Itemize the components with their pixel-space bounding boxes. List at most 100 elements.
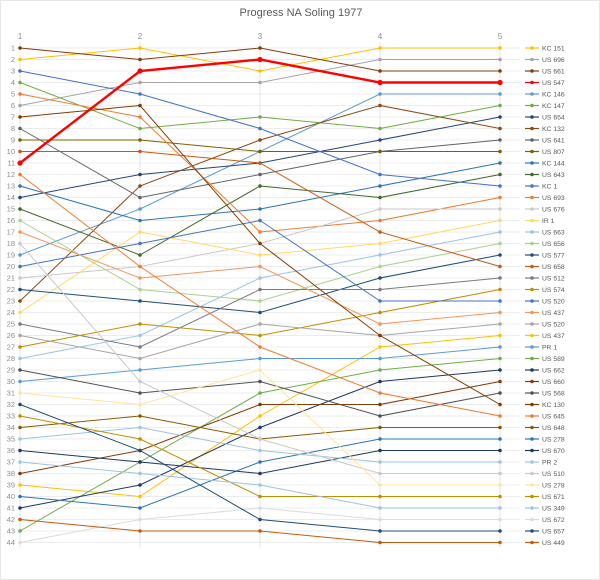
legend-label: US 574 [542,287,565,294]
series-US-807 [18,138,502,154]
series-US-657 [18,402,502,533]
data-point [138,322,142,326]
legend-label: US 671 [542,494,565,501]
legend-marker-dot [530,414,534,418]
svg-text:23: 23 [7,297,15,306]
data-point [378,356,382,361]
legend-marker-dot [530,506,534,510]
data-point [18,207,22,211]
legend-marker-dot [530,379,534,384]
svg-text:31: 31 [7,389,15,398]
data-point [138,379,142,384]
svg-text:3: 3 [258,32,263,41]
legend-label: US 658 [542,264,565,271]
data-point [378,287,382,292]
data-point [498,126,502,131]
data-point [138,276,142,280]
legend-label: US 577 [542,252,565,259]
data-point [137,68,143,74]
data-point [18,264,22,269]
legend-item: US 568 [525,390,565,397]
data-point [138,333,142,338]
data-point [18,103,22,108]
data-point [18,115,22,119]
legend-item: KC 146 [525,91,565,98]
data-point [18,333,22,338]
data-point [258,276,262,280]
data-point [18,506,22,510]
legend-label: US 278 [542,436,565,443]
data-point [258,241,262,246]
svg-text:26: 26 [7,331,15,340]
legend-item: US 278 [525,436,565,443]
legend-marker-dot [530,448,534,453]
data-point [378,437,382,441]
data-point [378,195,382,200]
legend-item: US 449 [525,540,565,547]
data-point [498,517,502,522]
svg-text:5: 5 [498,32,503,41]
data-point [138,345,142,349]
legend-marker-dot [530,138,534,142]
data-point [498,57,502,62]
data-point [18,425,22,430]
data-point [138,241,142,246]
legend-item: US 657 [525,528,565,535]
data-point [18,448,22,453]
legend-item: US 693 [525,195,565,202]
legend-item: US 589 [525,356,565,363]
svg-text:22: 22 [7,285,15,294]
data-point [378,184,382,188]
series-US-670 [18,448,502,476]
legend-marker-dot [530,310,534,315]
data-point [498,379,502,384]
data-point [18,460,22,464]
legend-marker-dot [530,184,534,188]
legend-item: KC 132 [525,126,565,133]
data-point [498,310,502,315]
legend-marker-dot [530,517,534,522]
data-point [258,425,262,430]
legend-marker-dot [530,356,534,361]
legend-label: KC 151 [542,45,565,52]
legend-marker-dot [530,529,534,533]
legend-label: US 661 [542,68,565,75]
svg-text:3: 3 [11,67,15,76]
data-point [378,310,382,315]
svg-text:25: 25 [7,320,15,329]
legend-item: US 645 [525,413,565,420]
data-point [378,540,382,545]
svg-text:12: 12 [7,170,15,179]
legend-item: KC 1 [525,183,557,190]
series-US-577 [18,253,502,315]
data-point [498,253,502,257]
gridlines-horizontal [20,47,520,543]
series-US-349 [18,460,502,510]
legend-item: US 574 [525,287,565,294]
data-point [138,172,142,177]
legend-label: US 657 [542,528,565,535]
data-point [378,172,382,177]
svg-text:39: 39 [7,481,15,490]
svg-text:10: 10 [7,147,15,156]
legend-marker-dot [530,391,534,395]
data-point [18,57,22,62]
svg-text:42: 42 [7,515,15,524]
series-US-658 [18,149,502,269]
data-point [378,379,382,384]
legend-item: US 437 [525,310,565,317]
data-point [18,299,22,303]
data-point [138,391,142,395]
legend-label: US 568 [542,390,565,397]
data-point [498,414,502,418]
legend-label: US 512 [542,275,565,282]
data-point [378,425,382,430]
series-US-574 [18,287,502,349]
legend-marker-dot [530,402,534,407]
legend-marker-dot [530,437,534,441]
legend-marker-dot [530,115,534,119]
data-point [138,506,142,510]
data-point [258,184,262,188]
legend-item: US 670 [525,448,565,455]
